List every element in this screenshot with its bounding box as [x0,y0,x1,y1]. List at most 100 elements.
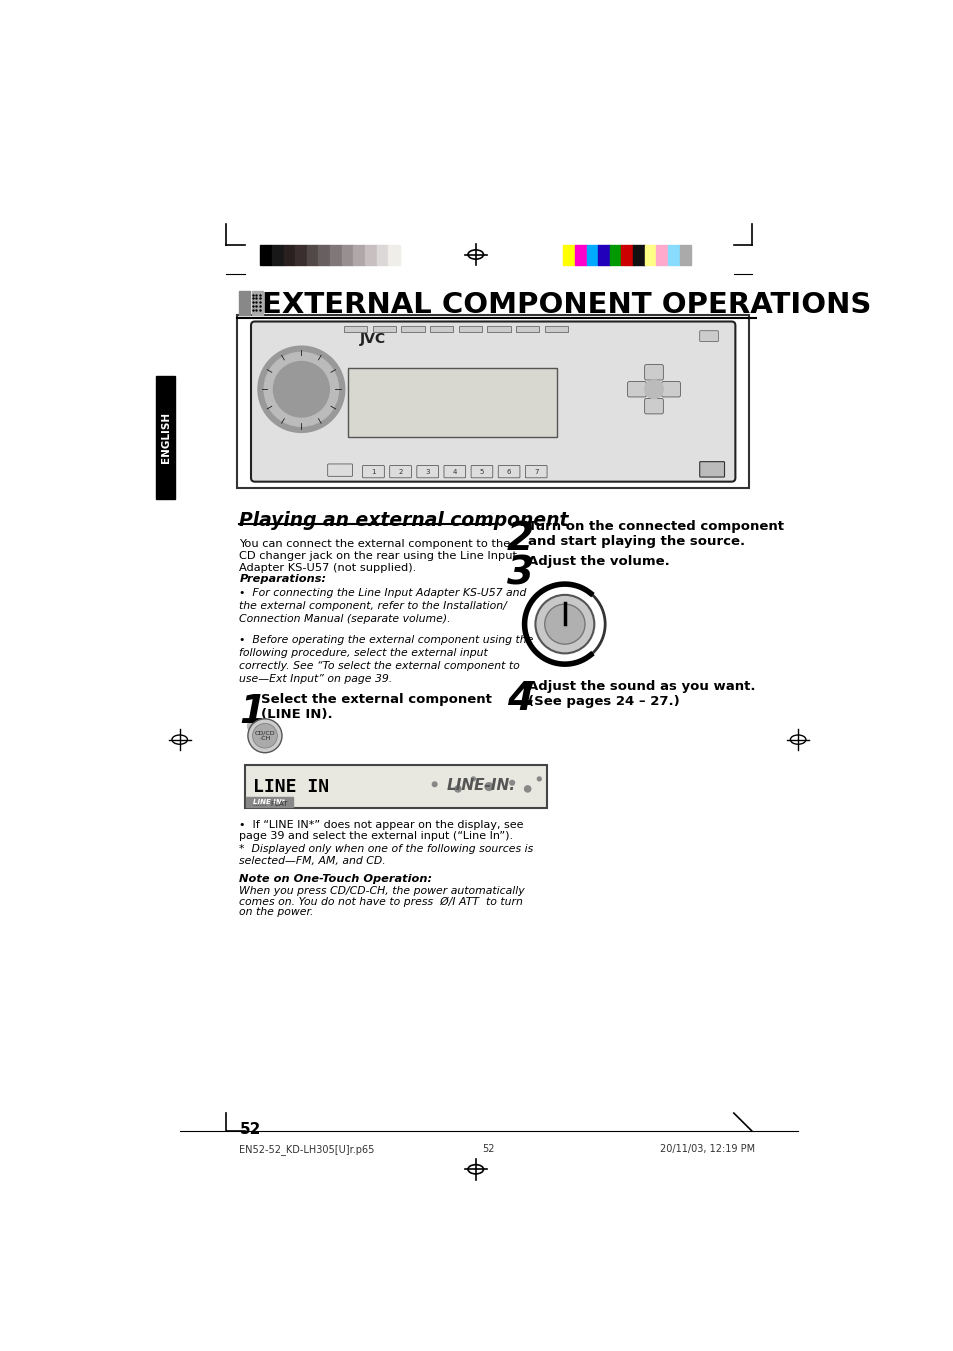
FancyBboxPatch shape [328,463,353,477]
Circle shape [524,786,530,792]
Circle shape [471,777,475,781]
Bar [330,245,341,265]
FancyBboxPatch shape [644,365,662,380]
Text: JVC: JVC [359,332,385,346]
Ellipse shape [247,720,270,736]
Text: ......  FLAT: ...... FLAT [253,801,287,807]
Bar [458,326,481,332]
Bar [575,245,586,265]
Circle shape [264,353,338,426]
Bar [245,765,546,808]
Bar [348,367,557,436]
Bar [376,245,388,265]
Bar [252,292,262,315]
Text: on the power.: on the power. [239,908,314,917]
Text: CD/CD
-CH: CD/CD -CH [254,731,275,742]
Bar [239,292,250,315]
Bar [294,245,307,265]
FancyBboxPatch shape [497,466,519,478]
Bar [365,245,376,265]
Text: 7: 7 [534,469,537,474]
Bar [348,367,557,436]
Bar [307,245,318,265]
Text: LINE IN: LINE IN [253,778,329,796]
FancyBboxPatch shape [525,466,546,478]
Bar [430,326,453,332]
Bar [344,326,367,332]
Text: When you press CD/CD-CH, the power automatically: When you press CD/CD-CH, the power autom… [239,886,524,896]
Bar [156,376,174,500]
Text: 4: 4 [506,680,533,717]
Text: 52: 52 [239,1121,260,1136]
Text: •  Before operating the external component using the
following procedure, select: • Before operating the external componen… [239,635,533,685]
Bar [236,315,748,488]
Text: EN52-52_KD-LH305[U]r.p65: EN52-52_KD-LH305[U]r.p65 [239,1144,375,1155]
Text: 2: 2 [506,520,533,558]
Text: Preparations:: Preparations: [239,574,326,584]
Text: Select the external component
(LINE IN).: Select the external component (LINE IN). [261,693,492,721]
Text: Turn on the connected component
and start playing the source.: Turn on the connected component and star… [528,520,783,549]
Bar [388,245,399,265]
Circle shape [274,362,329,417]
Text: 3: 3 [425,469,430,474]
Bar [656,245,667,265]
Text: 20/11/03, 12:19 PM: 20/11/03, 12:19 PM [659,1144,754,1154]
Text: 3: 3 [506,555,533,593]
Bar [283,245,294,265]
Circle shape [644,380,662,399]
Text: LINE-IN.: LINE-IN. [446,778,516,793]
FancyBboxPatch shape [416,466,438,478]
Bar [679,245,691,265]
FancyBboxPatch shape [251,322,735,482]
Text: EXTERNAL COMPONENT OPERATIONS: EXTERNAL COMPONENT OPERATIONS [261,292,870,319]
Text: Playing an external component: Playing an external component [239,511,568,530]
Circle shape [535,594,594,654]
Bar [586,245,598,265]
Circle shape [253,723,277,748]
Bar [667,245,679,265]
Text: ENGLISH: ENGLISH [161,412,171,463]
Circle shape [257,346,344,432]
Text: •  If “LINE IN*” does not appear on the display, see
page 39 and select the exte: • If “LINE IN*” does not appear on the d… [239,820,523,842]
Bar [246,797,293,807]
Bar [620,245,633,265]
Text: comes on. You do not have to press  Ø/I ATT  to turn: comes on. You do not have to press Ø/I A… [239,897,522,907]
Bar [544,326,567,332]
FancyBboxPatch shape [644,399,662,413]
Text: 4: 4 [452,469,456,474]
FancyBboxPatch shape [699,462,723,477]
Bar [644,245,656,265]
Bar [401,326,424,332]
Circle shape [432,782,436,786]
Text: 2: 2 [398,469,402,474]
Text: You can connect the external component to the
CD changer jack on the rear using : You can connect the external component t… [239,539,517,573]
Bar [373,326,395,332]
Text: LINE IN*: LINE IN* [253,798,286,805]
FancyBboxPatch shape [627,381,645,397]
Bar [260,245,272,265]
Bar [341,245,353,265]
Text: •  For connecting the Line Input Adapter KS-U57 and
the external component, refe: • For connecting the Line Input Adapter … [239,588,526,624]
Circle shape [509,781,514,785]
Bar [609,245,620,265]
Text: 1: 1 [239,693,266,731]
Text: Note on One-Touch Operation:: Note on One-Touch Operation: [239,874,432,884]
Circle shape [484,782,493,790]
Bar [487,326,510,332]
Circle shape [455,786,460,792]
Circle shape [537,777,540,781]
Text: 5: 5 [479,469,483,474]
Text: 6: 6 [506,469,511,474]
Bar [516,326,538,332]
Bar [272,245,283,265]
Bar [353,245,365,265]
Circle shape [544,604,584,644]
Bar [318,245,330,265]
FancyBboxPatch shape [443,466,465,478]
Text: 1: 1 [371,469,375,474]
Text: *  Displayed only when one of the following sources is
selected—FM, AM, and CD.: * Displayed only when one of the followi… [239,844,533,866]
Text: 52: 52 [482,1144,495,1154]
FancyBboxPatch shape [362,466,384,478]
FancyBboxPatch shape [390,466,411,478]
FancyBboxPatch shape [471,466,493,478]
